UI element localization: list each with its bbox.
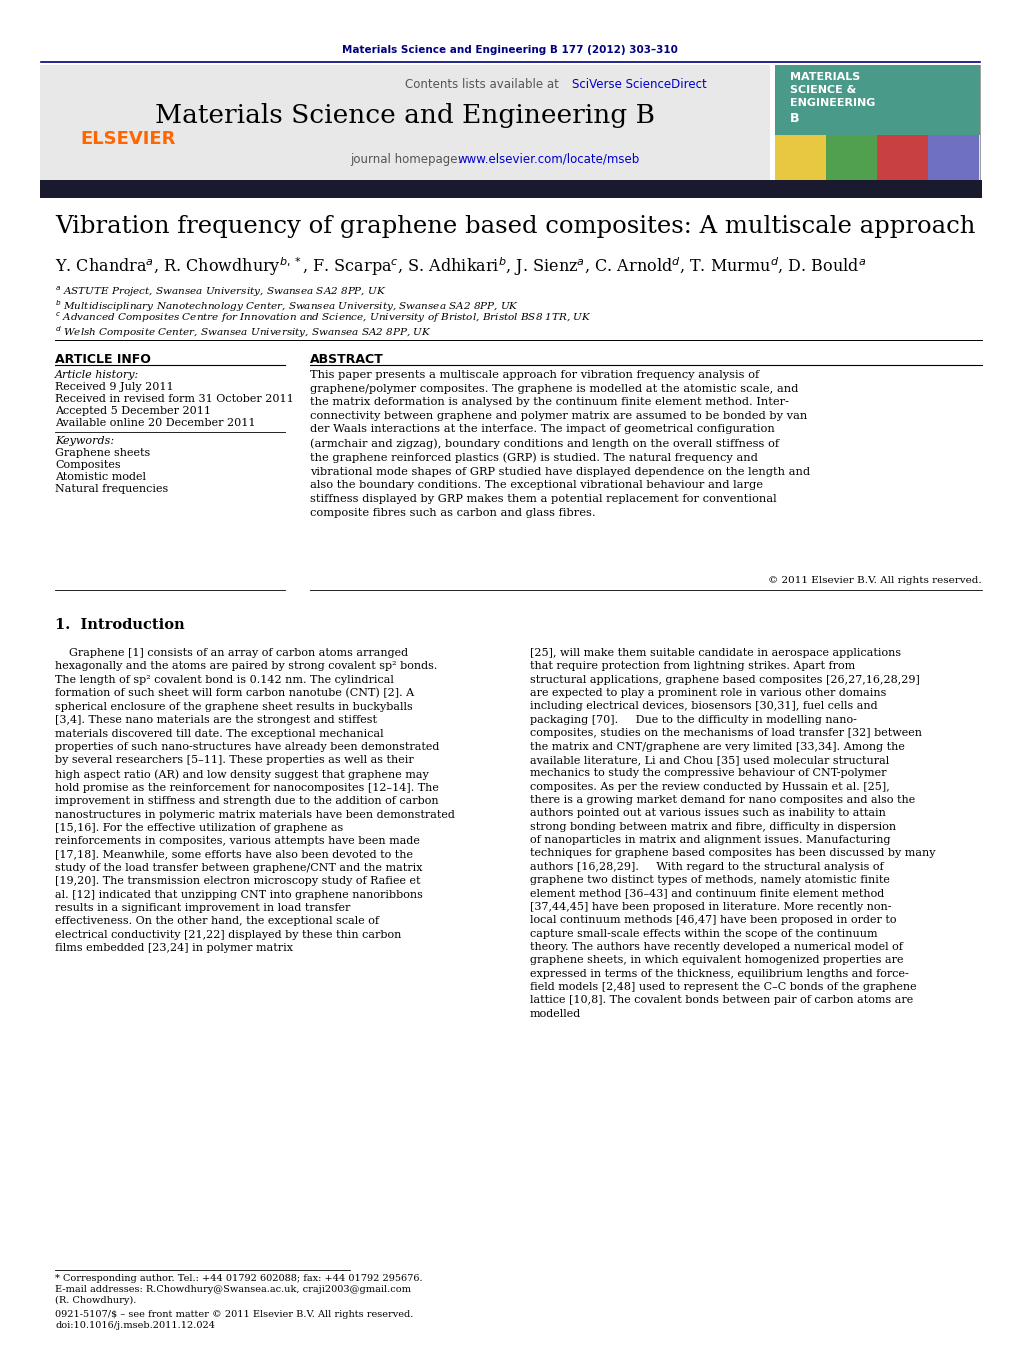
Text: Materials Science and Engineering B 177 (2012) 303–310: Materials Science and Engineering B 177 … [342, 45, 678, 55]
Bar [40, 180, 982, 199]
Bar [775, 65, 980, 180]
Text: Vibration frequency of graphene based composites: A multiscale approach: Vibration frequency of graphene based co… [55, 215, 975, 238]
Text: Keywords:: Keywords: [55, 436, 114, 446]
Bar [877, 135, 928, 180]
Text: Graphene sheets: Graphene sheets [55, 449, 150, 458]
Bar [775, 65, 980, 135]
Text: SciVerse ScienceDirect: SciVerse ScienceDirect [572, 78, 707, 91]
Text: B: B [790, 112, 799, 126]
Text: * Corresponding author. Tel.: +44 01792 602088; fax: +44 01792 295676.: * Corresponding author. Tel.: +44 01792 … [55, 1274, 423, 1283]
Text: Composites: Composites [55, 459, 120, 470]
Text: $^c$ Advanced Composites Centre for Innovation and Science, University of Bristo: $^c$ Advanced Composites Centre for Inno… [55, 311, 592, 326]
Text: ARTICLE INFO: ARTICLE INFO [55, 353, 151, 366]
Text: E-mail addresses: R.Chowdhury@Swansea.ac.uk, craji2003@gmail.com: E-mail addresses: R.Chowdhury@Swansea.ac… [55, 1285, 411, 1294]
Text: $^b$ Multidisciplinary Nanotechnology Center, Swansea University, Swansea SA2 8P: $^b$ Multidisciplinary Nanotechnology Ce… [55, 299, 520, 313]
Text: ABSTRACT: ABSTRACT [310, 353, 384, 366]
Bar [40, 65, 770, 180]
Text: Y. Chandra$^a$, R. Chowdhury$^{b,*}$, F. Scarpa$^c$, S. Adhikari$^b$, J. Sienz$^: Y. Chandra$^a$, R. Chowdhury$^{b,*}$, F.… [55, 255, 866, 278]
Text: ELSEVIER: ELSEVIER [80, 130, 176, 149]
Text: © 2011 Elsevier B.V. All rights reserved.: © 2011 Elsevier B.V. All rights reserved… [769, 576, 982, 585]
Text: Natural frequencies: Natural frequencies [55, 484, 168, 494]
Text: (R. Chowdhury).: (R. Chowdhury). [55, 1296, 137, 1305]
Text: www.elsevier.com/locate/mseb: www.elsevier.com/locate/mseb [457, 153, 639, 166]
Text: doi:10.1016/j.mseb.2011.12.024: doi:10.1016/j.mseb.2011.12.024 [55, 1321, 215, 1329]
Text: Materials Science and Engineering B: Materials Science and Engineering B [155, 103, 655, 128]
Text: journal homepage:: journal homepage: [350, 153, 466, 166]
Bar [928, 135, 979, 180]
Text: Contents lists available at: Contents lists available at [405, 78, 563, 91]
Bar [775, 135, 826, 180]
Text: Atomistic model: Atomistic model [55, 471, 146, 482]
Bar [826, 135, 877, 180]
Text: $^a$ ASTUTE Project, Swansea University, Swansea SA2 8PP, UK: $^a$ ASTUTE Project, Swansea University,… [55, 285, 387, 300]
Text: Graphene [1] consists of an array of carbon atoms arranged
hexagonally and the a: Graphene [1] consists of an array of car… [55, 648, 455, 954]
Text: Accepted 5 December 2011: Accepted 5 December 2011 [55, 407, 211, 416]
Text: Available online 20 December 2011: Available online 20 December 2011 [55, 417, 255, 428]
Text: 0921-5107/$ – see front matter © 2011 Elsevier B.V. All rights reserved.: 0921-5107/$ – see front matter © 2011 El… [55, 1310, 414, 1319]
Text: Article history:: Article history: [55, 370, 139, 380]
Text: This paper presents a multiscale approach for vibration frequency analysis of
gr: This paper presents a multiscale approac… [310, 370, 810, 517]
Text: $^d$ Welsh Composite Center, Swansea University, Swansea SA2 8PP, UK: $^d$ Welsh Composite Center, Swansea Uni… [55, 324, 432, 340]
Text: [25], will make them suitable candidate in aerospace applications
that require p: [25], will make them suitable candidate … [530, 648, 935, 1019]
Text: MATERIALS
SCIENCE &
ENGINEERING: MATERIALS SCIENCE & ENGINEERING [790, 72, 875, 108]
Text: 1.  Introduction: 1. Introduction [55, 617, 185, 632]
Text: Received in revised form 31 October 2011: Received in revised form 31 October 2011 [55, 394, 294, 404]
Text: Received 9 July 2011: Received 9 July 2011 [55, 382, 174, 392]
